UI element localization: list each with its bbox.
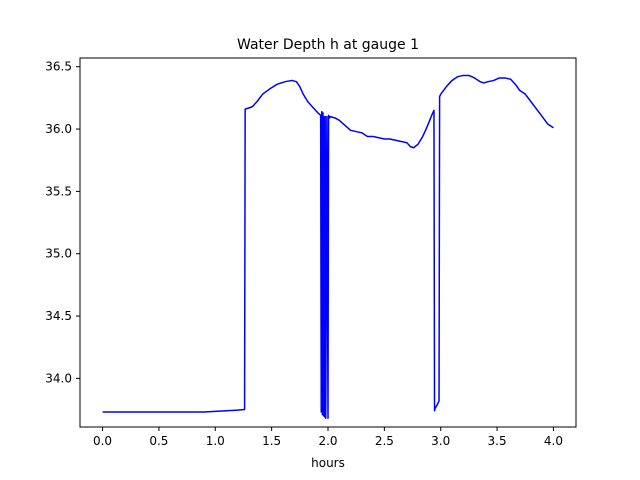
x-tick-label: 1.5 bbox=[262, 434, 281, 448]
axis-ticks: 0.0 0.5 1.0 1.5 2.0 2.5 3.0 3.5 4.0 34.0 34.5 35.0 3… bbox=[45, 60, 563, 448]
y-tick-label: 35.0 bbox=[45, 247, 72, 261]
y-tick-label: 34.0 bbox=[45, 371, 72, 385]
y-tick-label: 34.5 bbox=[45, 309, 72, 323]
x-tick-label: 1.0 bbox=[206, 434, 225, 448]
x-tick-label: 0.0 bbox=[93, 434, 112, 448]
x-tick-label: 3.0 bbox=[431, 434, 450, 448]
series-line-water-depth bbox=[102, 74, 554, 420]
x-tick-label: 3.5 bbox=[488, 434, 507, 448]
x-tick-label: 2.5 bbox=[375, 434, 394, 448]
y-tick-label: 36.0 bbox=[45, 122, 72, 136]
plot-area bbox=[102, 74, 554, 420]
chart-title: Water Depth h at gauge 1 bbox=[237, 37, 419, 53]
x-tick-label: 2.0 bbox=[318, 434, 337, 448]
x-tick-label: 4.0 bbox=[544, 434, 563, 448]
x-tick-label: 0.5 bbox=[149, 434, 168, 448]
y-tick-label: 35.5 bbox=[45, 184, 72, 198]
x-axis-title: hours bbox=[311, 456, 345, 470]
axes-frame bbox=[79, 57, 577, 428]
y-tick-label: 36.5 bbox=[45, 60, 72, 74]
